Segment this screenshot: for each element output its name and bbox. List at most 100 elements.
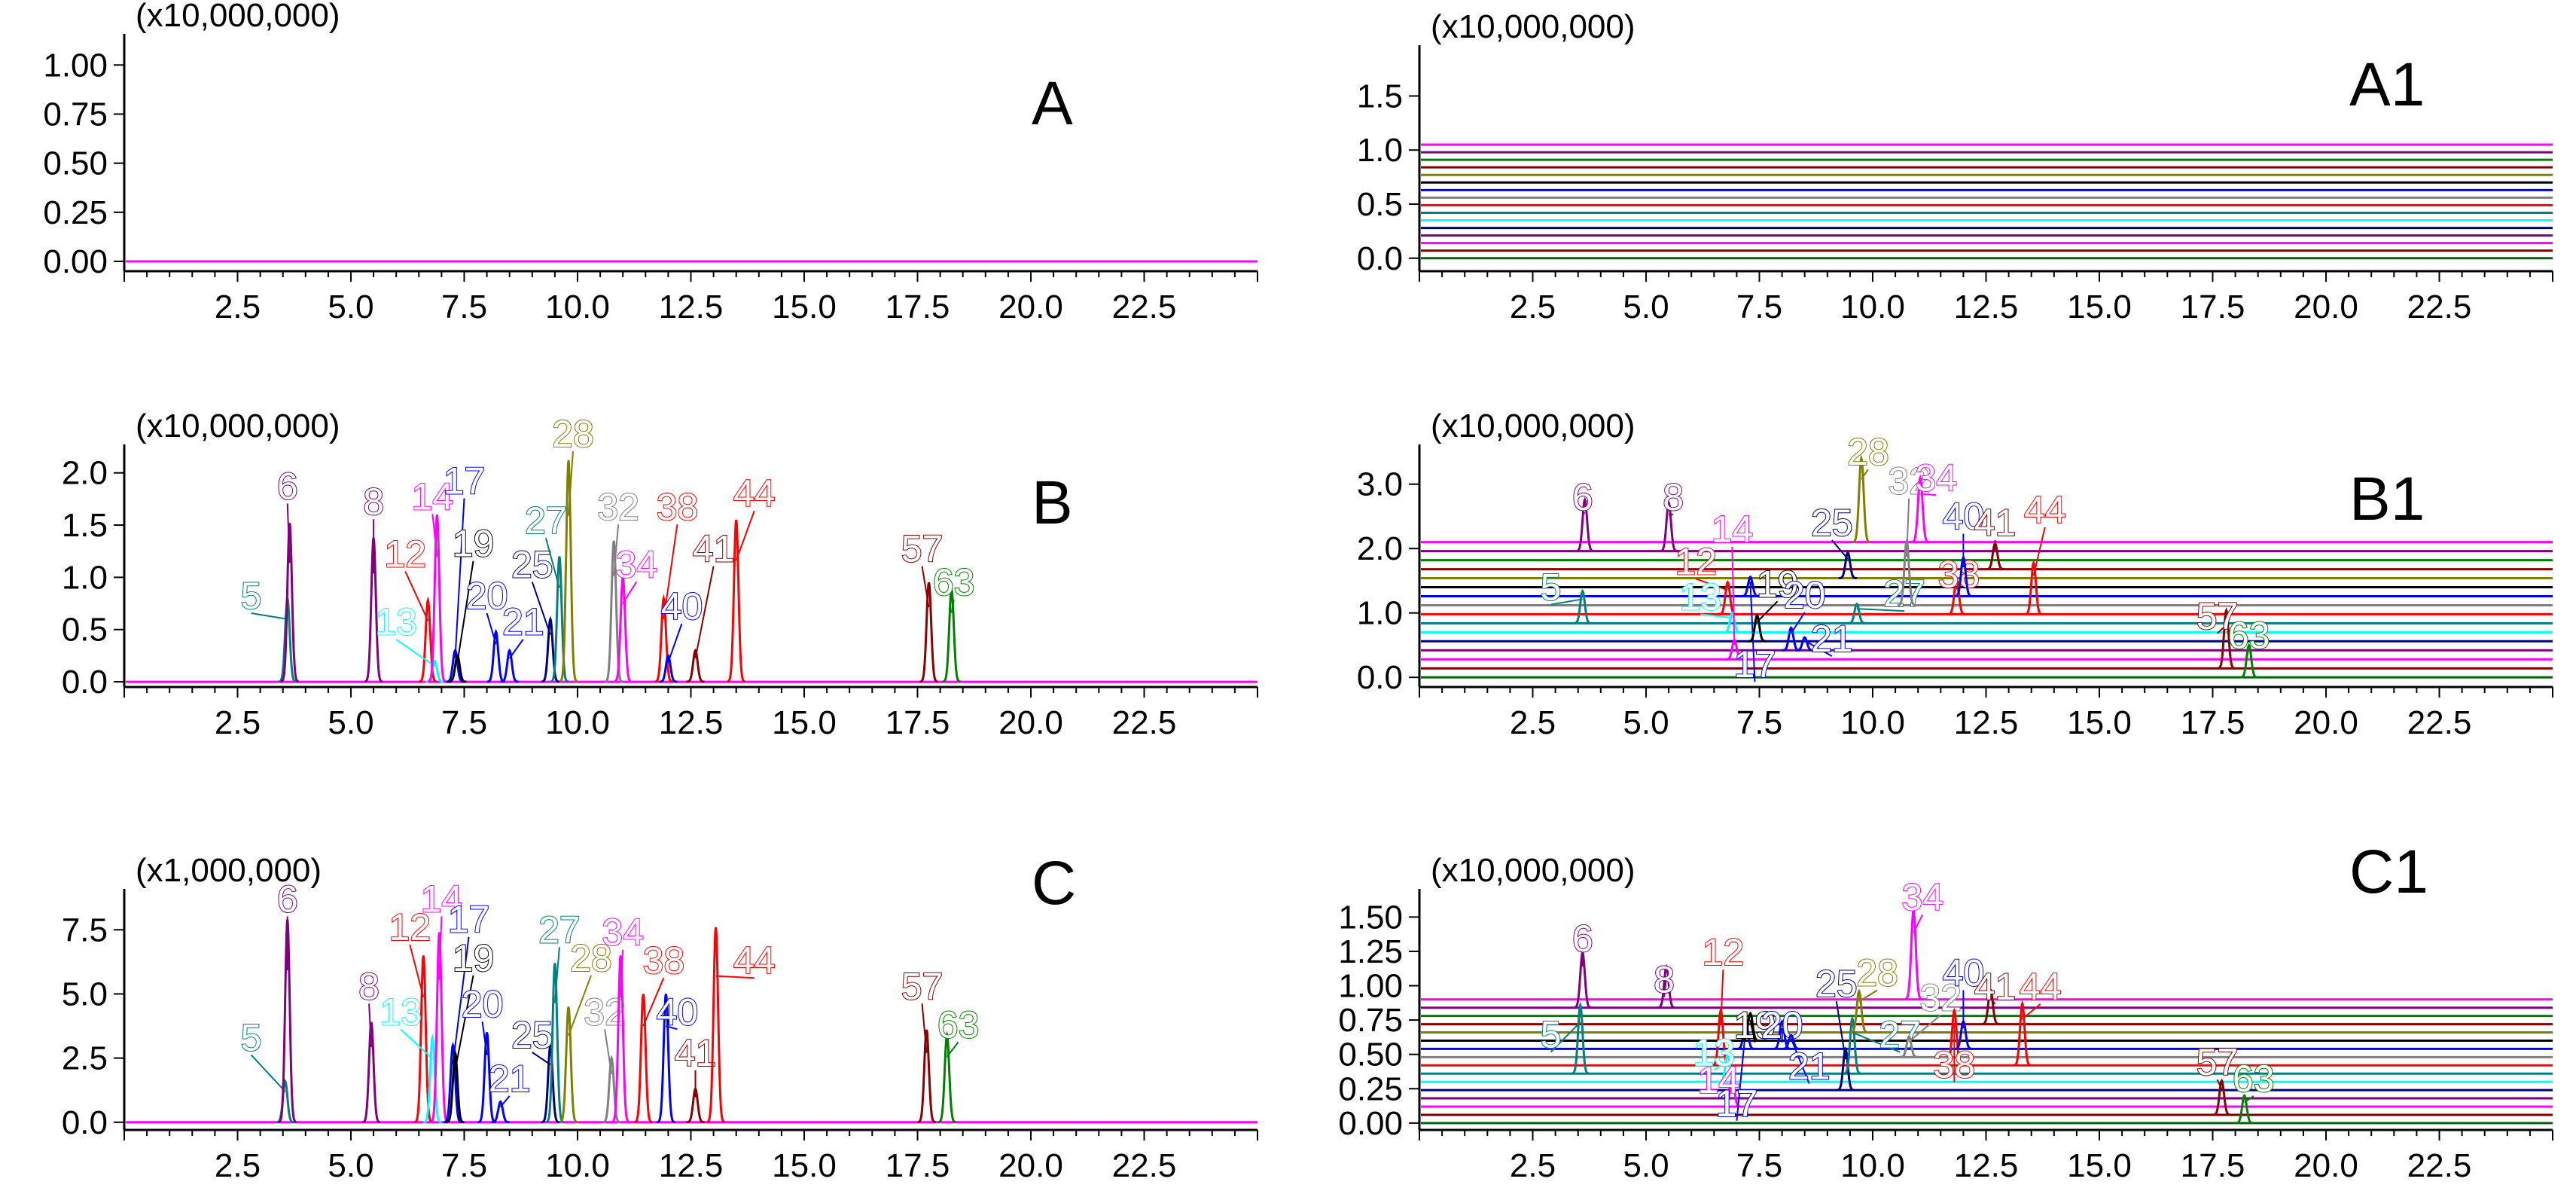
peak-trace [1573, 588, 1593, 624]
y-tick-label: 0.50 [43, 145, 108, 182]
peak-leader-line [454, 498, 465, 658]
peak-trace [2217, 607, 2236, 670]
peak-label: 57 [2196, 1041, 2239, 1083]
peak-label: 14 [1698, 1059, 1740, 1101]
x-tick-label: 20.0 [998, 704, 1063, 741]
panel-b1: 2.5 5.0 7.5 10.0 12.5 15.0 17.5 20.0 22.5 0.0 1.0 2… [1357, 408, 2553, 741]
peak-trace [657, 994, 675, 1124]
peak-label: 12 [389, 906, 431, 948]
peak-label: 32 [597, 486, 639, 528]
peak-trace [1795, 636, 1814, 652]
x-tick-label: 15.0 [772, 704, 837, 741]
peak-trace [1945, 1007, 1964, 1067]
peak-leader-line [1790, 612, 1806, 634]
peak-label: 13 [1679, 576, 1721, 618]
x-tick-label: 10.0 [545, 1147, 610, 1184]
peak-label: 41 [693, 528, 735, 570]
peak-leader-line [251, 612, 288, 620]
y-tick-label: 1.0 [1357, 595, 1403, 632]
peak-label: 21 [502, 601, 544, 643]
peak-trace [611, 955, 630, 1124]
peak-label: 34 [602, 911, 644, 954]
peak-leader-line [456, 560, 474, 663]
peak-trace [428, 514, 447, 683]
panel-title: A [1032, 69, 1073, 138]
x-tick-label: 20.0 [2294, 704, 2358, 741]
x-tick-label: 12.5 [1954, 289, 2019, 325]
peak-leader-line [250, 1054, 286, 1092]
peak-label: 21 [1788, 1046, 1831, 1088]
peak-label: 14 [412, 475, 454, 518]
panel-a1: 2.5 5.0 7.5 10.0 12.5 15.0 17.5 20.0 22.5 0.0 0.5 1… [1357, 8, 2553, 325]
peak-leader-line [620, 949, 624, 997]
x-tick-label: 15.0 [2067, 704, 2132, 741]
peak-trace [1904, 909, 1923, 1001]
peak-label: 6 [1572, 918, 1593, 960]
peak-leader-line [663, 524, 678, 620]
peak-trace [942, 585, 961, 683]
peak-trace [727, 519, 745, 683]
peak-trace [1741, 1011, 1760, 1042]
peak-label: 8 [363, 481, 384, 523]
peak-leader-line [1790, 1038, 1810, 1084]
y-tick-label: 0.75 [43, 96, 108, 133]
peak-label: 40 [657, 991, 699, 1033]
peak-label: 13 [375, 601, 417, 643]
peak-leader-line [409, 944, 425, 997]
peak-leader-line [1749, 582, 1756, 682]
x-tick-label: 7.5 [1736, 289, 1782, 325]
x-tick-label: 20.0 [998, 289, 1063, 325]
peak-leader-line [553, 947, 560, 1003]
peak-label: 63 [937, 1003, 980, 1046]
y-scale-label: (x10,000,000) [136, 0, 340, 34]
x-tick-label: 7.5 [1736, 704, 1782, 741]
peak-leader-line [613, 524, 620, 576]
peak-trace [1748, 613, 1767, 643]
peak-leader-line [666, 1025, 678, 1031]
peak-leader-line [499, 1095, 511, 1107]
peak-leader-line [567, 450, 574, 516]
panel-c1: 2.5 5.0 7.5 10.0 12.5 15.0 17.5 20.0 22.5 0.000.2… [1338, 838, 2553, 1184]
peak-label: 14 [1712, 508, 1754, 551]
x-tick-label: 5.0 [328, 289, 373, 325]
peak-trace [559, 1006, 578, 1124]
peak-leader-line [1804, 640, 1833, 657]
peak-leader-line [404, 571, 429, 621]
x-tick-label: 17.5 [2181, 704, 2245, 741]
peak-label: 41 [1974, 966, 2017, 1008]
y-tick-label: 0.5 [62, 612, 108, 649]
panel-title: A1 [2349, 50, 2425, 119]
peak-trace [541, 1041, 559, 1124]
x-tick-label: 15.0 [772, 1147, 837, 1184]
y-tick-label: 0.0 [62, 664, 108, 701]
peak-label: 8 [1663, 476, 1684, 518]
x-tick-label: 2.5 [215, 704, 261, 741]
panel-title: C1 [2349, 838, 2428, 906]
peak-label: 25 [1815, 963, 1858, 1005]
x-tick-label: 10.0 [545, 704, 610, 741]
x-tick-label: 12.5 [659, 1147, 724, 1184]
peak-leader-line [2216, 1079, 2223, 1090]
peak-label: 25 [511, 543, 553, 585]
peak-label: 14 [421, 878, 463, 920]
y-scale-label: (x10,000,000) [1431, 852, 1636, 889]
peak-label: 21 [1811, 618, 1853, 660]
y-tick-label: 1.50 [1338, 899, 1403, 936]
peak-leader-line [2244, 1095, 2254, 1104]
peak-trace [2013, 1000, 2032, 1067]
peak-trace [1981, 988, 2000, 1026]
peak-leader-line [946, 1041, 959, 1058]
peak-trace [706, 927, 725, 1124]
peak-leader-line [2216, 624, 2227, 634]
peak-leader-line [1908, 1014, 1941, 1043]
peak-label: 20 [462, 983, 504, 1025]
y-scale-label: (x10,000,000) [1431, 8, 1636, 45]
peak-label: 8 [1654, 959, 1675, 1001]
peak-trace [1782, 1034, 1800, 1050]
peak-trace [1723, 611, 1742, 634]
peak-leader-line [950, 599, 955, 613]
peak-leader-line [622, 581, 638, 604]
peak-leader-line [1831, 539, 1849, 560]
peak-label: 38 [1938, 554, 1980, 596]
peak-trace [541, 615, 559, 683]
